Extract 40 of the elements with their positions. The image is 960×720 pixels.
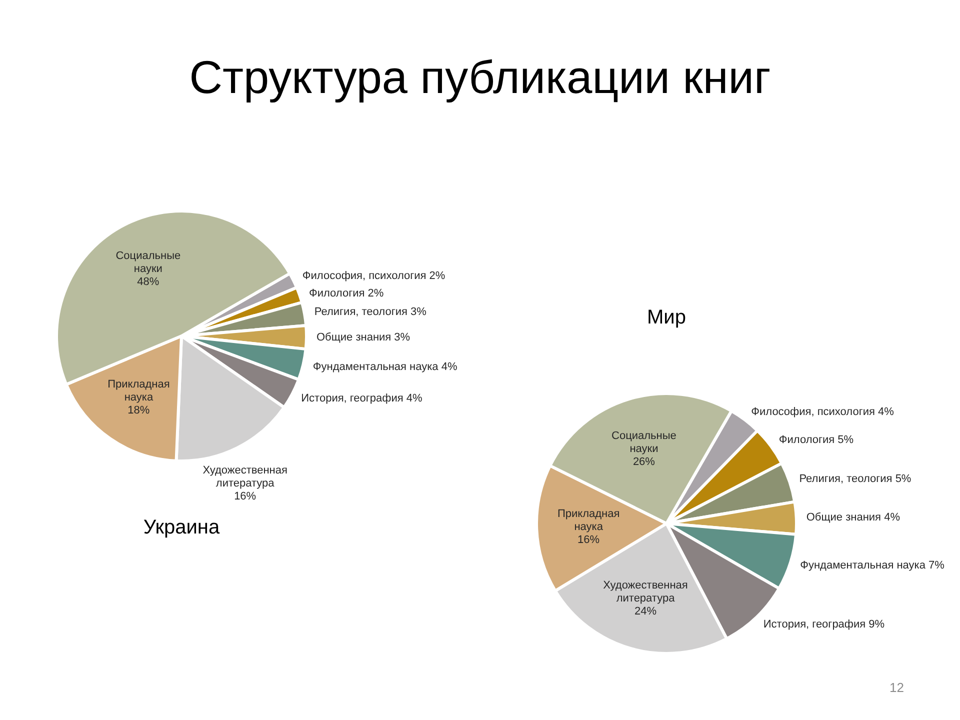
slice-label: Философия, психология: [302, 270, 426, 282]
data-label: 7%: [928, 559, 945, 572]
data-label: 4%: [884, 512, 900, 524]
slice-label: История, география: [301, 392, 404, 405]
data-label: 4%: [878, 406, 894, 418]
slice-label: Социальные науки: [116, 250, 181, 275]
chart-title: Мир: [647, 306, 686, 329]
data-label: 18%: [128, 404, 150, 417]
slice-label: Художественная литература: [603, 580, 688, 605]
slice-label: Социальные науки: [612, 430, 676, 455]
data-label: 24%: [634, 606, 657, 618]
data-label: 26%: [632, 456, 656, 468]
slice-label: Филология: [778, 434, 835, 446]
data-label: 3%: [394, 331, 410, 344]
data-label: 16%: [234, 490, 256, 503]
data-label: 5%: [838, 434, 854, 446]
data-label: 3%: [410, 306, 427, 318]
slice-label: Общие знания: [806, 512, 882, 524]
data-label: 4%: [441, 360, 458, 373]
slice-label: Общие знания: [316, 331, 392, 344]
slice-label: Фундаментальная наука: [800, 559, 926, 572]
data-label: 2%: [429, 270, 446, 282]
text: 12: [890, 680, 904, 696]
slice-label: Художественная литература: [202, 464, 288, 490]
slice-label: Прикладная наука: [557, 508, 620, 533]
slice-label: Философия, психология: [751, 406, 875, 418]
data-label: 4%: [406, 392, 422, 405]
slice-label: Религия, теология: [314, 306, 408, 318]
slice-label: Филология: [308, 288, 365, 300]
data-label: 5%: [895, 472, 912, 485]
data-label: 9%: [868, 618, 885, 631]
data-label: 48%: [137, 276, 160, 288]
slice-label: Прикладная наука: [108, 378, 170, 404]
slice-label: История, география: [763, 618, 866, 631]
slice-label: Религия, теология: [799, 472, 892, 485]
data-label: 16%: [578, 534, 600, 546]
slice-label: Фундаментальная наука: [312, 360, 440, 373]
data-label: 2%: [368, 288, 384, 300]
text: Украина: [143, 516, 220, 539]
text: Структура публикации книг: [188, 50, 772, 104]
